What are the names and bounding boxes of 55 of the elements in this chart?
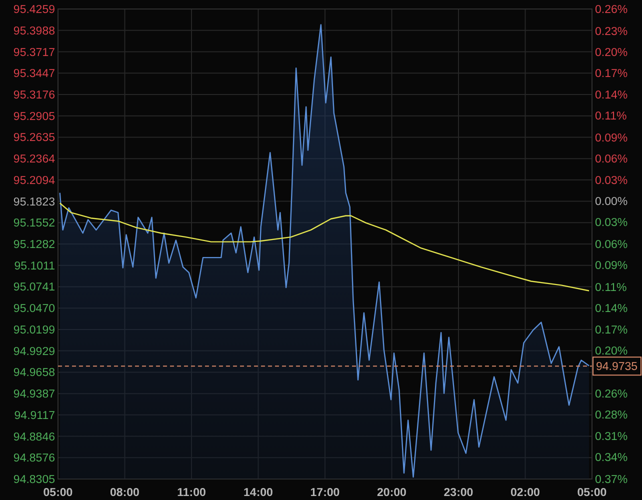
y-tick-label: 94.9929 xyxy=(13,346,55,358)
y-tick-label: 94.8305 xyxy=(13,474,55,486)
y-tick-label: 95.0741 xyxy=(13,282,55,294)
y2-tick-label: 0.06% xyxy=(595,153,628,166)
y2-tick-label: 0.00% xyxy=(595,196,628,208)
y2-tick-label: 0.14% xyxy=(595,90,628,102)
x-tick-label: 23:00 xyxy=(444,487,474,499)
y-tick-label: 94.9658 xyxy=(13,367,55,380)
y2-tick-label: 0.31% xyxy=(595,431,628,444)
y2-tick-label: 0.23% xyxy=(595,26,628,38)
y2-tick-label: 0.20% xyxy=(595,46,628,59)
x-tick-label: 05:00 xyxy=(577,487,607,499)
x-tick-label: 14:00 xyxy=(244,487,273,499)
y-tick-label: 95.1552 xyxy=(13,218,55,230)
y-tick-label: 95.2905 xyxy=(13,110,55,123)
y-tick-label: 95.0470 xyxy=(13,303,55,316)
y2-tick-label: 0.09% xyxy=(595,132,628,144)
y2-tick-label: 0.14% xyxy=(595,302,628,315)
y-tick-label: 95.3717 xyxy=(13,46,55,59)
y2-tick-label: 0.26% xyxy=(595,4,628,16)
y2-tick-label: 0.34% xyxy=(595,452,628,464)
y2-tick-label: 0.37% xyxy=(595,474,628,486)
y2-tick-label: 0.17% xyxy=(595,68,628,80)
x-tick-label: 20:00 xyxy=(377,487,406,499)
y-tick-label: 95.4259 xyxy=(13,4,55,16)
y2-tick-label: 0.09% xyxy=(595,260,628,272)
y-tick-label: 94.9387 xyxy=(13,388,55,401)
x-tick-label: 17:00 xyxy=(310,487,340,499)
x-tick-label: 05:00 xyxy=(43,487,73,499)
y-tick-label: 95.2364 xyxy=(13,154,56,166)
y2-tick-label: 0.03% xyxy=(595,217,628,230)
ref-line-label: 94.9735 xyxy=(596,361,638,374)
y-tick-label: 95.1011 xyxy=(14,260,55,272)
y-tick-label: 95.3176 xyxy=(13,89,55,102)
y2-tick-label: 0.28% xyxy=(595,409,628,422)
x-tick-label: 11:00 xyxy=(177,487,206,499)
y-tick-label: 95.3988 xyxy=(13,25,55,38)
y-tick-label: 94.9117 xyxy=(14,410,55,422)
y2-tick-label: 0.11% xyxy=(595,110,627,123)
y-tick-label: 94.8576 xyxy=(13,452,55,465)
y2-tick-label: 0.17% xyxy=(595,324,628,337)
y-tick-label: 94.8846 xyxy=(13,431,55,444)
x-tick-label: 02:00 xyxy=(510,487,540,499)
y-tick-label: 95.1823 xyxy=(13,196,55,208)
y-tick-label: 95.2635 xyxy=(13,132,55,144)
y2-tick-label: 0.06% xyxy=(595,239,628,251)
y-tick-label: 95.0199 xyxy=(13,324,55,336)
y2-tick-label: 0.26% xyxy=(595,388,628,400)
y2-tick-label: 0.03% xyxy=(595,175,628,188)
y-tick-label: 95.3447 xyxy=(13,68,55,80)
x-tick-label: 08:00 xyxy=(110,487,140,499)
y-tick-label: 95.1282 xyxy=(13,239,55,251)
y2-tick-label: 0.11% xyxy=(595,282,627,294)
y2-tick-label: 0.20% xyxy=(595,346,628,358)
y-tick-label: 95.2094 xyxy=(13,174,56,187)
